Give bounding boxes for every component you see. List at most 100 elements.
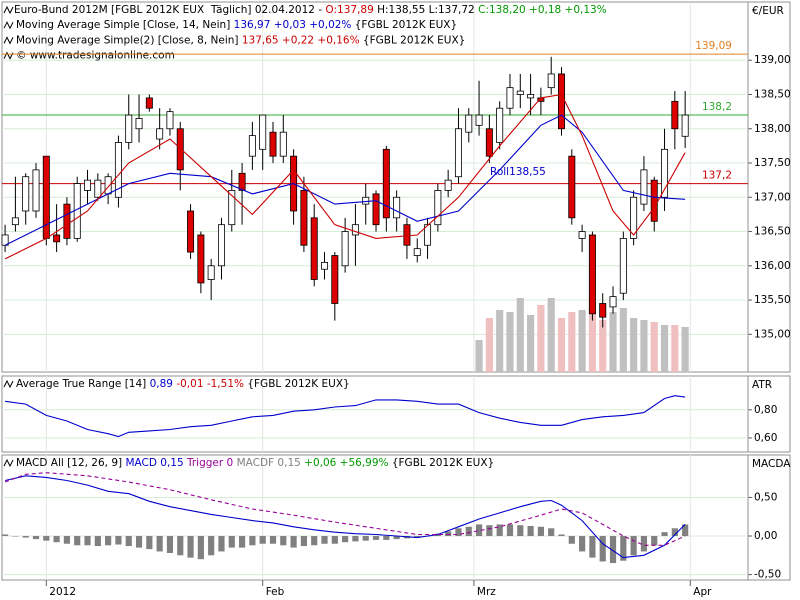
- histogram-bar: [218, 536, 225, 552]
- candle-body: [321, 261, 329, 270]
- histogram-bar: [43, 536, 50, 541]
- candle-body: [403, 224, 411, 246]
- legend-text: 136,97 +0,03 +0,02%: [234, 19, 352, 31]
- histogram-bar: [146, 536, 153, 550]
- legend-text: Trigger 0: [184, 457, 234, 469]
- volume-bar: [568, 312, 576, 372]
- volume-bar: [537, 305, 545, 372]
- candle-body: [558, 73, 565, 130]
- histogram-bar: [259, 536, 266, 544]
- legend-line: © www.tradesignalonline.com: [16, 50, 175, 62]
- legend-text: {FGBL 2012K EUX}: [244, 378, 350, 390]
- x-tick-label: Apr: [693, 586, 712, 598]
- histogram-bar: [372, 536, 380, 540]
- candle-body: [135, 118, 143, 130]
- candle-body: [22, 176, 30, 212]
- histogram-bar: [640, 536, 648, 552]
- candle-body: [84, 179, 92, 191]
- y-tick-label: 136,00: [754, 260, 791, 272]
- series-line: [4, 475, 686, 559]
- candle-body: [527, 94, 535, 99]
- volume-bar: [588, 308, 597, 372]
- candle-body: [94, 179, 102, 198]
- histogram-bar: [208, 536, 215, 556]
- legend-text: Moving Average Simple [Close, 14, Nein]: [16, 19, 234, 31]
- candle-body: [681, 114, 689, 137]
- histogram-bar: [589, 536, 596, 558]
- legend-text: Moving Average Simple(2) [Close, 8, Nein…: [16, 34, 242, 46]
- legend-line: MACD All [12, 26, 9] MACD 0,15 Trigger 0…: [16, 457, 494, 469]
- histogram-bar: [455, 528, 462, 537]
- candle-body: [434, 190, 442, 226]
- volume-bar: [547, 298, 555, 372]
- histogram-bar: [177, 536, 184, 556]
- volume-bar: [609, 312, 617, 372]
- y-tick-label: 137,00: [754, 191, 791, 203]
- histogram-bar: [568, 536, 575, 544]
- candle-body: [599, 303, 607, 318]
- histogram-bar: [249, 536, 256, 546]
- level-label: 139,09: [695, 40, 732, 52]
- legend-text: MACD All [12, 26, 9]: [16, 457, 125, 469]
- series-line: [4, 114, 686, 246]
- legend-text: Average True Range [14]: [16, 378, 150, 390]
- axis-unit: €/EUR: [752, 5, 784, 17]
- histogram-bar: [620, 536, 627, 561]
- y-tick-label: 0,60: [754, 432, 777, 444]
- legend-text: {FGBL 2012K EUX}: [389, 457, 495, 469]
- y-tick-label: 0,00: [754, 530, 777, 542]
- histogram-bar: [579, 536, 586, 552]
- candle-body: [11, 217, 19, 226]
- candle-body: [32, 169, 40, 212]
- legend-text: 137,65 +0,22 +0,16%: [242, 34, 360, 46]
- legend-line: Moving Average Simple(2) [Close, 8, Nein…: [16, 34, 465, 46]
- histogram-bar: [187, 536, 194, 558]
- histogram-bar: [22, 536, 29, 538]
- volume-bar: [496, 310, 504, 372]
- histogram-bar: [682, 524, 689, 537]
- volume-bar: [557, 318, 566, 372]
- candle-body: [382, 148, 390, 219]
- histogram-bar: [300, 536, 307, 547]
- histogram-bar: [63, 536, 71, 544]
- histogram-bar: [506, 524, 514, 537]
- histogram-bar: [352, 536, 359, 542]
- histogram-bar: [311, 536, 318, 546]
- histogram-bar: [414, 536, 421, 538]
- histogram-bar: [94, 536, 101, 547]
- volume-bar: [516, 298, 524, 372]
- histogram-bar: [197, 536, 204, 560]
- candle-body: [197, 234, 205, 284]
- histogram-bar: [362, 536, 369, 541]
- histogram-bar: [445, 531, 452, 537]
- level-label: 138,2: [702, 101, 732, 113]
- candle-body: [279, 131, 287, 157]
- candle-body: [568, 155, 576, 219]
- legend-text: O:137,89: [325, 4, 373, 16]
- histogram-bar: [2, 534, 9, 537]
- legend-text: -0,01 -1,51%: [173, 378, 244, 390]
- candle-body: [228, 190, 236, 226]
- legend-icon: [3, 379, 14, 389]
- candle-body: [125, 114, 133, 143]
- legend-text: MACDF 0,15: [233, 457, 301, 469]
- histogram-bar: [671, 528, 678, 537]
- histogram-bar: [290, 536, 297, 548]
- candle-body: [424, 224, 432, 246]
- volume-bar: [630, 318, 638, 372]
- histogram-bar: [661, 532, 668, 537]
- histogram-bar: [115, 536, 122, 545]
- legend-text: H:138,55 L:137,72: [374, 4, 478, 16]
- candle-body: [578, 231, 586, 239]
- candle-body: [506, 87, 514, 109]
- x-tick-label: Mrz: [477, 586, 496, 598]
- volume-bar: [599, 320, 607, 372]
- axis-frame: [747, 454, 791, 581]
- candle-body: [53, 234, 61, 243]
- legend-text: Euro-Bund 2012M [FGBL 2012K EUX Täglich]…: [14, 4, 325, 16]
- legend-text: +0,06 +56,99%: [301, 457, 389, 469]
- legend-text: {FGBL 2012K EUX}: [360, 34, 466, 46]
- x-tick-label: Feb: [266, 586, 285, 598]
